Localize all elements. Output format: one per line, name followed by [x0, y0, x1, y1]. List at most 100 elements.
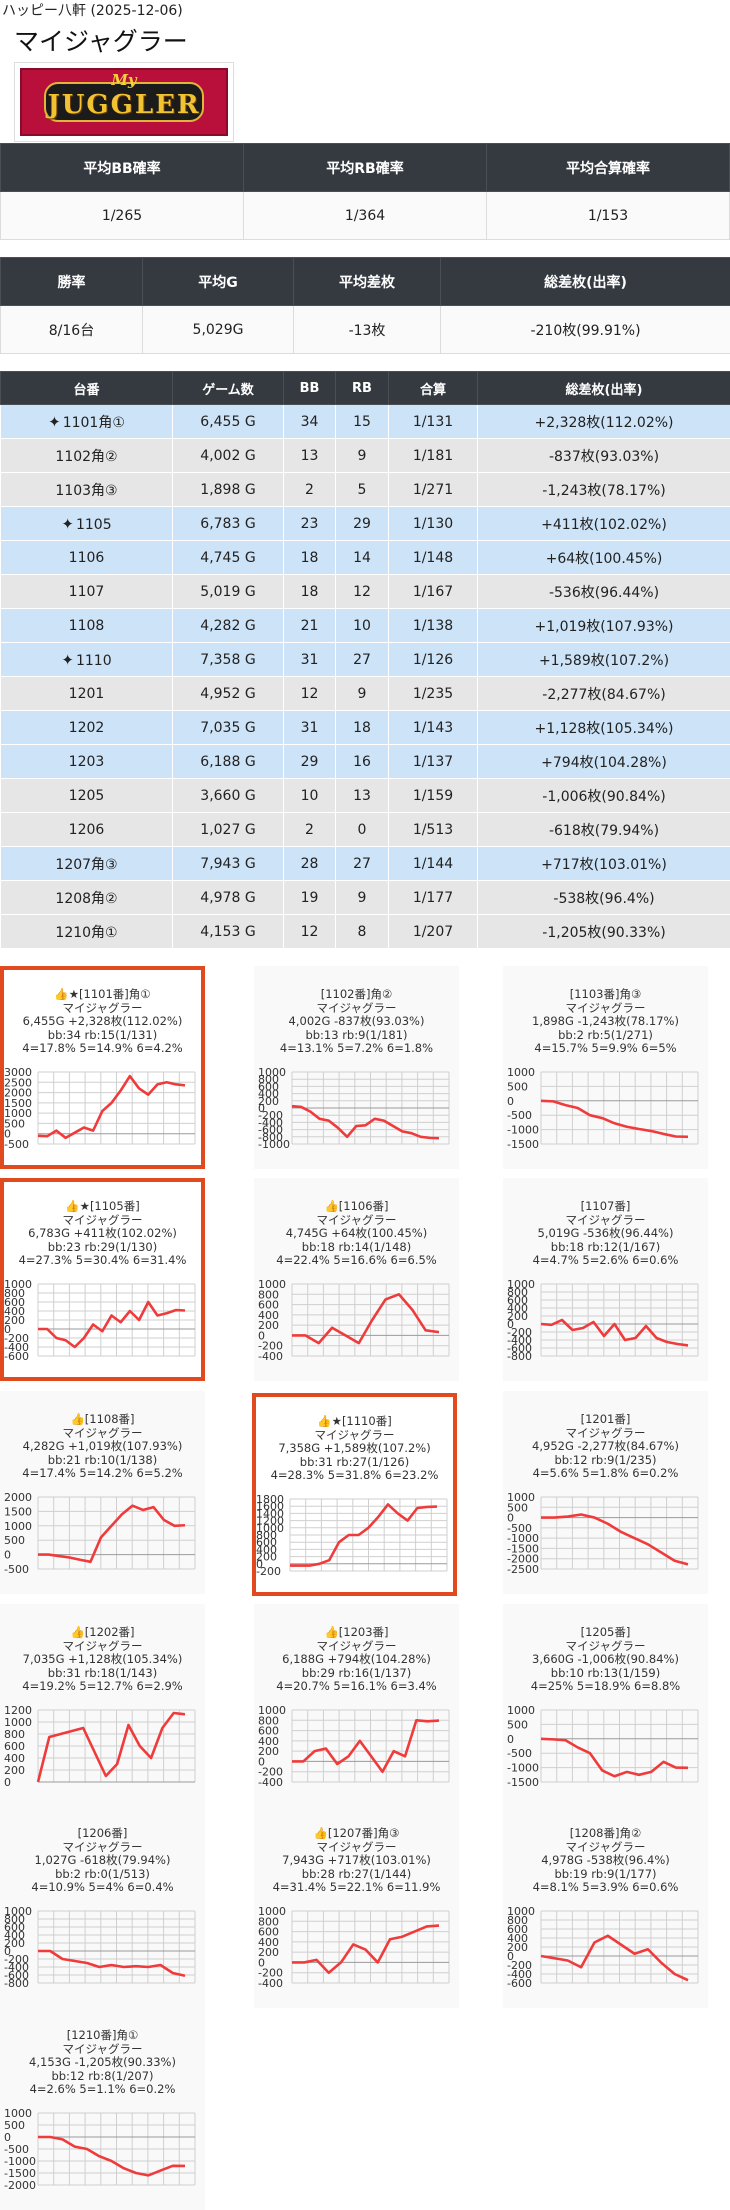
card-l1: 1,027G -618枚(79.94%): [0, 1854, 205, 1868]
sparkle-icon: ✦: [61, 651, 74, 669]
card-l3: 4=19.2% 5=12.7% 6=2.9%: [0, 1680, 205, 1694]
card-title: [1107番]: [503, 1200, 708, 1214]
cell-machine-number[interactable]: 1201: [1, 677, 173, 711]
cell-machine-number[interactable]: 1203: [1, 745, 173, 779]
card-l1: 4,282G +1,019枚(107.93%): [0, 1440, 205, 1454]
cell-machine-number[interactable]: 1208角②: [1, 881, 173, 915]
y-tick-label: 1000: [4, 1905, 32, 1918]
cell-bb: 18: [284, 541, 336, 575]
card-title: 👍[1202番]: [0, 1626, 205, 1640]
card-title: 👍★[1101番]角①: [4, 988, 201, 1002]
card-l3: 4=2.6% 5=1.1% 6=0.2%: [0, 2083, 205, 2097]
cell-total-diff: +64枚(100.45%): [478, 541, 730, 575]
cell-machine-number[interactable]: ✦1105: [1, 507, 173, 541]
cell-bb-text: 31: [301, 652, 319, 668]
cell-machine-number-text: 1108: [69, 618, 105, 634]
card-l2: bb:31 rb:27(1/126): [256, 1456, 453, 1470]
cell-games-text: 7,035 G: [200, 720, 255, 736]
card-model: マイジャグラー: [4, 1002, 201, 1016]
cell-bb-text: 23: [301, 516, 319, 532]
card-l2: bb:13 rb:9(1/181): [254, 1029, 459, 1043]
cell-machine-number[interactable]: 1202: [1, 711, 173, 745]
cell-machine-number[interactable]: 1207角③: [1, 847, 173, 881]
cell-machine-number[interactable]: 1103角③: [1, 473, 173, 507]
cell-rb: 12: [336, 575, 389, 609]
cell-total: 1/513: [389, 813, 478, 847]
cell-total-text: 1/137: [413, 754, 453, 770]
cell-bb-text: 21: [301, 618, 319, 634]
diff-series-line: [541, 1739, 688, 1776]
cell-games-text: 7,358 G: [200, 652, 255, 668]
cell-bb-text: 12: [301, 686, 319, 702]
cell-rb: 9: [336, 439, 389, 473]
cell-machine-number-text: 1205: [69, 788, 105, 804]
cell-machine-number[interactable]: 1107: [1, 575, 173, 609]
y-tick-label: -1000: [507, 1762, 539, 1775]
card-model: マイジャグラー: [503, 1214, 708, 1228]
y-tick-label: 1000: [507, 1066, 535, 1079]
cell-bb: 19: [284, 881, 336, 915]
cell-machine-number[interactable]: 1102角②: [1, 439, 173, 473]
cell-machine-number[interactable]: 1108: [1, 609, 173, 643]
cell-bb: 12: [284, 915, 336, 949]
cell-machine-number[interactable]: 1210角①: [1, 915, 173, 949]
cell-games-text: 4,978 G: [200, 890, 255, 906]
hall-name: ハッピー八軒 (2025-12-06): [2, 0, 183, 20]
card-l3: 4=8.1% 5=3.9% 6=0.6%: [503, 1881, 708, 1895]
cell-total-diff: -538枚(96.4%): [478, 881, 730, 915]
cell-total-text: 1/148: [413, 550, 453, 566]
cell-machine-number[interactable]: 1106: [1, 541, 173, 575]
diff-series-line: [38, 2137, 185, 2175]
cell-bb-text: 18: [301, 550, 319, 566]
cell-total-diff: +717枚(103.01%): [478, 847, 730, 881]
cell-bb-text: 28: [301, 856, 319, 872]
cell-machine-number[interactable]: 1206: [1, 813, 173, 847]
cell-machine-number[interactable]: ✦1110: [1, 643, 173, 677]
card-title: [1103番]角③: [503, 988, 708, 1002]
cell-total-text: 1/143: [413, 720, 453, 736]
cell-games-text: 7,943 G: [200, 856, 255, 872]
y-tick-label: 1000: [507, 1491, 535, 1504]
card-title: [1102番]角②: [254, 988, 459, 1002]
cell-machine-number[interactable]: 1205: [1, 779, 173, 813]
cell-machine-number[interactable]: ✦1101角①: [1, 405, 173, 439]
cell-rb: 13: [336, 779, 389, 813]
